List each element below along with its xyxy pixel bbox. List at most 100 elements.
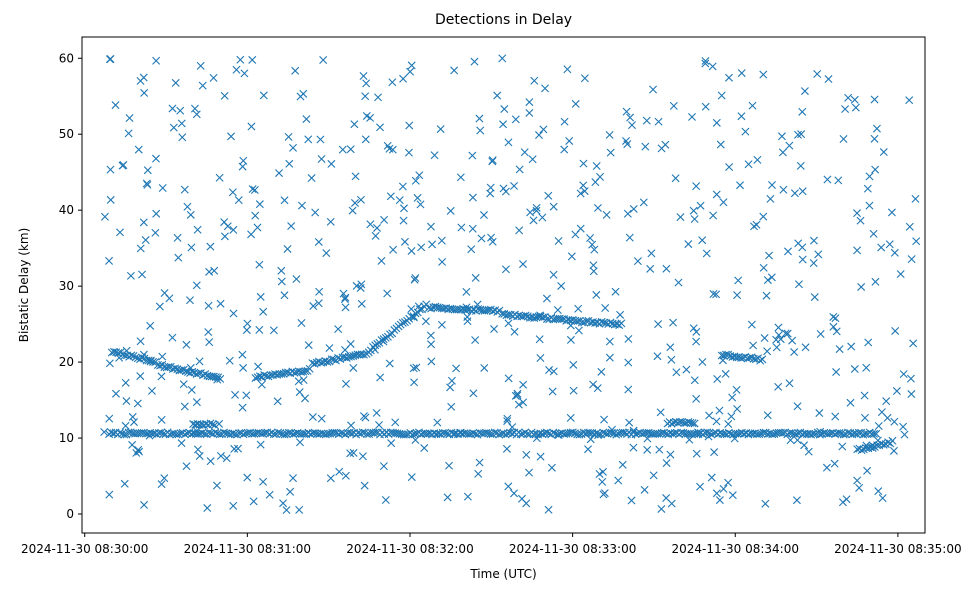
data-point: [373, 223, 381, 232]
data-point: [144, 356, 153, 365]
data-point: [182, 340, 191, 349]
data-point: [580, 74, 589, 83]
data-point: [341, 303, 350, 312]
data-point: [186, 363, 195, 372]
data-point: [341, 345, 350, 354]
data-point: [269, 430, 278, 439]
data-point: [216, 374, 225, 383]
data-point: [744, 160, 753, 169]
data-point: [220, 91, 229, 100]
data-point: [768, 181, 776, 189]
data-point: [106, 195, 115, 204]
data-point: [276, 429, 285, 437]
data-point: [264, 372, 273, 381]
data-point: [289, 143, 298, 152]
data-point: [427, 340, 436, 349]
data-point: [488, 157, 497, 166]
data-point: [767, 273, 776, 282]
data-point: [338, 145, 347, 154]
data-point: [816, 330, 825, 339]
data-point: [200, 429, 209, 438]
data-point: [759, 70, 768, 79]
data-point: [774, 323, 783, 332]
data-point: [624, 334, 633, 343]
data-point: [115, 353, 124, 362]
data-point: [571, 429, 579, 438]
data-point: [853, 209, 862, 218]
data-point: [877, 243, 886, 252]
data-point: [180, 430, 189, 439]
data-point: [643, 434, 652, 443]
data-point: [410, 275, 419, 284]
data-point: [576, 189, 585, 198]
data-point: [728, 393, 737, 402]
data-point: [358, 428, 367, 437]
x-axis-ticks: 2024-11-30 08:30:00 2024-11-30 08:31:00 20…: [21, 533, 962, 556]
data-point: [215, 173, 224, 182]
data-point: [885, 240, 894, 249]
data-point: [259, 307, 268, 316]
data-point: [601, 303, 610, 312]
data-point: [334, 325, 343, 334]
data-point: [182, 462, 191, 471]
data-point: [567, 252, 576, 261]
data-point: [317, 154, 326, 163]
data-point: [788, 336, 797, 345]
data-point: [173, 233, 182, 242]
data-point: [709, 211, 718, 220]
data-point: [712, 417, 721, 426]
data-point: [295, 505, 304, 514]
data-point: [682, 365, 691, 374]
x-tick-label: 2024-11-30 08:35:00: [834, 542, 961, 556]
data-point: [308, 413, 317, 422]
data-point: [398, 182, 407, 191]
data-point: [105, 55, 114, 64]
data-point: [800, 87, 809, 96]
data-point: [549, 202, 558, 211]
data-point: [301, 394, 310, 403]
data-point: [149, 357, 158, 366]
data-point: [240, 69, 249, 78]
data-point: [863, 184, 872, 193]
data-point: [569, 360, 578, 369]
data-point: [284, 132, 293, 141]
data-point: [871, 277, 880, 286]
data-point: [892, 387, 901, 396]
data-point: [356, 195, 365, 204]
data-point: [105, 256, 114, 265]
data-point: [420, 444, 429, 453]
data-point: [327, 159, 336, 168]
data-point: [253, 223, 262, 232]
data-point: [480, 363, 489, 372]
data-point: [198, 81, 207, 90]
data-point: [152, 209, 161, 218]
data-point: [838, 498, 847, 507]
data-point: [335, 467, 344, 476]
data-point: [216, 451, 225, 460]
data-point: [357, 299, 366, 308]
data-point: [399, 74, 408, 83]
data-point: [633, 257, 642, 266]
data-point: [111, 101, 120, 110]
data-point: [756, 356, 765, 365]
data-point: [870, 134, 879, 143]
data-point: [227, 132, 236, 141]
data-point: [864, 338, 873, 347]
data-point: [157, 480, 166, 489]
data-point: [119, 161, 128, 170]
data-point: [557, 315, 566, 324]
data-point: [646, 264, 655, 273]
data-point: [436, 430, 445, 439]
data-point: [879, 440, 888, 449]
data-point: [297, 201, 306, 210]
data-point: [815, 430, 824, 439]
y-tick-label: 30: [59, 279, 74, 293]
data-point: [890, 248, 899, 257]
data-point: [759, 212, 768, 221]
data-point: [346, 449, 355, 458]
data-point: [360, 481, 369, 490]
data-point: [657, 504, 666, 513]
data-point: [873, 436, 882, 445]
data-point: [835, 428, 844, 437]
y-tick-label: 40: [59, 203, 74, 217]
